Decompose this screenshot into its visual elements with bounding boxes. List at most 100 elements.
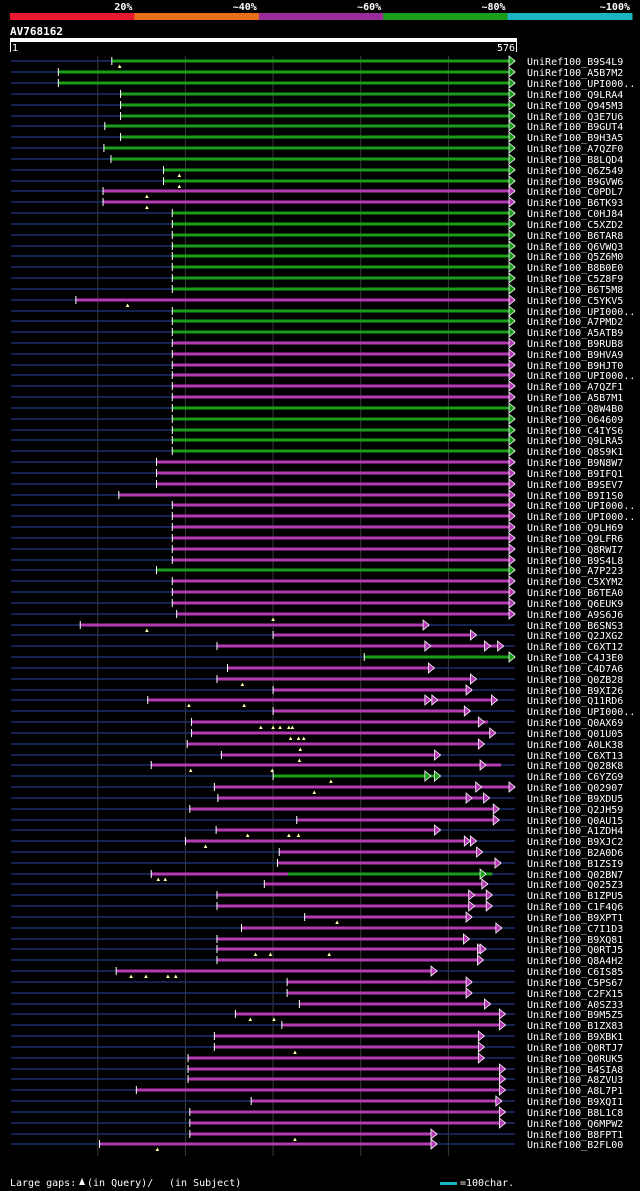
- hit-label: UniRef100_Q025Z3: [527, 880, 623, 891]
- hit-row: UniRef100_Q02BN7: [11, 868, 623, 881]
- hit-end-arrow: [508, 445, 516, 457]
- hit-row: UniRef100_B9RUB8: [11, 337, 623, 350]
- hit-end-arrow: [477, 1041, 485, 1053]
- hit-row: UniRef100_Q9LRA5: [11, 434, 623, 447]
- hit-row: UniRef100_C5XYM2: [11, 575, 623, 588]
- gap-marker: [240, 682, 245, 686]
- hit-end-arrow: [422, 619, 430, 631]
- hit-label: UniRef100_B9XQI1: [527, 1097, 623, 1108]
- hit-label: UniRef100_A1ZDH4: [527, 826, 623, 837]
- hit-label: UniRef100_Q5Z6M0: [527, 252, 623, 263]
- hit-row: UniRef100_B1ZSI9: [11, 857, 623, 870]
- hit-row: UniRef100_C7I1D3: [11, 922, 623, 935]
- hit-end-arrow: [508, 326, 516, 338]
- hit-label: UniRef100_O64609: [527, 415, 623, 426]
- hit-row: UniRef100_B2FL00: [11, 1138, 623, 1151]
- hit-end-arrow: [465, 976, 473, 988]
- hit-end-arrow: [508, 402, 516, 414]
- hit-end-arrow: [508, 543, 516, 555]
- legend-in-query-label: (in Query)/: [87, 1178, 153, 1189]
- hit-row: UniRef100_B9GVW6: [11, 175, 623, 188]
- hit-label: UniRef100_B9GUT4: [527, 122, 623, 133]
- legend-gaps-label: Large gaps:: [10, 1178, 76, 1189]
- hit-row: UniRef100_O64609: [11, 413, 623, 426]
- hit-end-arrow: [465, 792, 473, 804]
- hit-end-arrow: [508, 348, 516, 360]
- hit-end-arrow: [477, 1052, 485, 1064]
- hit-label: UniRef100_A5B7M2: [527, 68, 623, 79]
- hit-end-arrow: [498, 1117, 506, 1129]
- hit-end-arrow: [489, 727, 497, 739]
- gap-marker: [203, 844, 208, 848]
- hit-end-arrow: [424, 694, 432, 706]
- hit-end-arrow: [497, 640, 505, 652]
- hit-label: UniRef100_B9I1S0: [527, 491, 623, 502]
- legend-gap-marker-icon: [79, 1178, 85, 1185]
- gap-marker: [173, 974, 178, 978]
- hit-end-arrow: [508, 229, 516, 241]
- hit-label: UniRef100_C5PS67: [527, 978, 623, 989]
- hit-row: UniRef100_B8FPT1: [11, 1128, 623, 1141]
- hit-end-arrow: [508, 55, 516, 67]
- hit-end-arrow: [508, 240, 516, 252]
- hit-row: UniRef100_B9XI26: [11, 684, 623, 697]
- hit-label: UniRef100_B8FPT1: [527, 1130, 623, 1141]
- hit-label: UniRef100_Q02907: [527, 783, 623, 794]
- hit-row: UniRef100_B6TAR8: [11, 229, 623, 242]
- hit-row: UniRef100_Q0AX69: [11, 716, 623, 729]
- hit-row: UniRef100_Q028K8: [11, 759, 623, 772]
- gap-marker: [245, 833, 250, 837]
- hit-row: UniRef100_B9XBK1: [11, 1030, 623, 1043]
- hit-label: UniRef100_Q0RTJ7: [527, 1043, 623, 1054]
- hit-end-arrow: [468, 900, 476, 912]
- hit-label: UniRef100_B9GVW6: [527, 177, 623, 188]
- gap-marker: [296, 833, 301, 837]
- legend-scale-label: =100char.: [460, 1178, 514, 1189]
- gap-marker: [271, 725, 275, 729]
- hit-end-arrow: [508, 554, 516, 566]
- hit-row: UniRef100_A8L7P1: [11, 1084, 623, 1097]
- hit-label: UniRef100_Q0RTJ5: [527, 945, 623, 956]
- gap-marker: [248, 1017, 253, 1021]
- hit-row: UniRef100_UPI000..: [11, 499, 635, 512]
- hit-label: UniRef100_C1F4Q6: [527, 902, 623, 913]
- hit-end-arrow: [508, 142, 516, 154]
- hit-end-arrow: [484, 998, 492, 1010]
- hit-end-arrow: [498, 1073, 506, 1085]
- hit-row: UniRef100_Q8W4B0: [11, 402, 623, 415]
- hit-row: UniRef100_C0PDL7: [11, 185, 623, 198]
- scale-label: ~100%: [600, 2, 630, 13]
- hit-label: UniRef100_B9XI26: [527, 686, 623, 697]
- hit-end-arrow: [477, 1030, 485, 1042]
- hit-list: UniRef100_B9S4L9UniRef100_A5B7M2UniRef10…: [11, 55, 635, 1151]
- gap-marker: [297, 758, 302, 762]
- hit-row: UniRef100_Q9LRA4: [11, 88, 623, 101]
- hit-end-arrow: [479, 759, 487, 771]
- hit-end-arrow: [468, 889, 476, 901]
- hit-end-arrow: [508, 413, 516, 425]
- hit-end-arrow: [508, 110, 516, 122]
- hit-label: UniRef100_Q01U05: [527, 729, 623, 740]
- hit-label: UniRef100_A7P223: [527, 566, 623, 577]
- hit-row: UniRef100_B9I1S0: [11, 489, 623, 502]
- hit-row: UniRef100_A9S6J6: [11, 608, 623, 621]
- hit-label: UniRef100_UPI000..: [527, 371, 635, 382]
- hit-end-arrow: [508, 218, 516, 230]
- hit-end-arrow: [508, 315, 516, 327]
- hit-row: UniRef100_UPI000..: [11, 705, 635, 718]
- hit-row: UniRef100_B6TEA0: [11, 586, 623, 599]
- hit-end-arrow: [498, 1019, 506, 1031]
- hit-end-arrow: [470, 835, 478, 847]
- hit-end-arrow: [508, 305, 516, 317]
- hit-label: UniRef100_C0PDL7: [527, 187, 623, 198]
- hit-row: UniRef100_Q6Z549: [11, 164, 623, 177]
- hit-end-arrow: [508, 575, 516, 587]
- hit-row: UniRef100_Q11RD6: [11, 694, 623, 707]
- hit-row: UniRef100_Q2JXG2: [11, 629, 623, 642]
- query-bar: [10, 38, 517, 42]
- hit-row: UniRef100_Q0RTJ5: [11, 943, 623, 956]
- hit-label: UniRef100_B9XPT1: [527, 913, 623, 924]
- hit-row: UniRef100_A8ZVU3: [11, 1073, 623, 1086]
- hit-end-arrow: [470, 673, 478, 685]
